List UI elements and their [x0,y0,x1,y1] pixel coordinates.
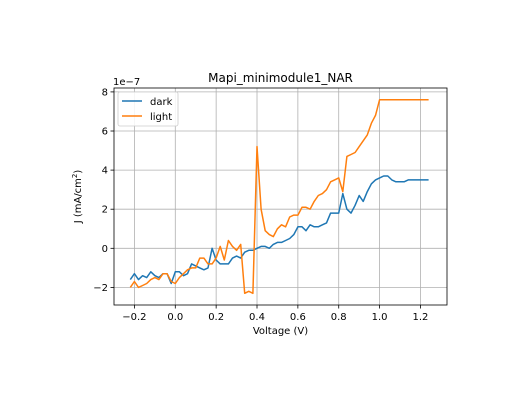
y-tick-label: 4 [102,166,108,177]
x-tick-label: 0.6 [290,312,306,323]
grid [114,88,447,305]
x-tick-label: 1.0 [372,312,388,323]
series-line-light [129,98,429,295]
x-tick-label: −0.2 [122,312,146,323]
legend-label-dark: dark [150,97,173,108]
y-tick-label: −2 [93,283,108,294]
series-layer [129,98,429,295]
ticks: −0.2 0.0 0.2 0.4 0.6 0.8 1.0 1.2 −2 0 2 4 6 8 [93,87,428,323]
y-offset-text: 1e−7 [113,77,140,88]
series-line-dark [129,175,429,285]
x-tick-label: 1.2 [412,312,428,323]
y-tick-label: 8 [102,87,108,98]
x-tick-label: 0.0 [167,312,183,323]
y-axis-label: J (mA/cm2) [71,170,84,225]
y-tick-label: 2 [102,205,108,216]
chart-title: Mapi_minimodule1_NAR [208,71,353,85]
plot-frame [113,87,448,306]
y-tick-label: 0 [102,244,108,255]
y-tick-label: 6 [102,127,108,138]
x-tick-label: 0.8 [331,312,347,323]
legend: dark light [117,91,179,127]
legend-label-light: light [150,112,172,123]
x-tick-label: 0.2 [208,312,224,323]
x-axis-label: Voltage (V) [253,326,308,337]
x-tick-label: 0.4 [249,312,265,323]
